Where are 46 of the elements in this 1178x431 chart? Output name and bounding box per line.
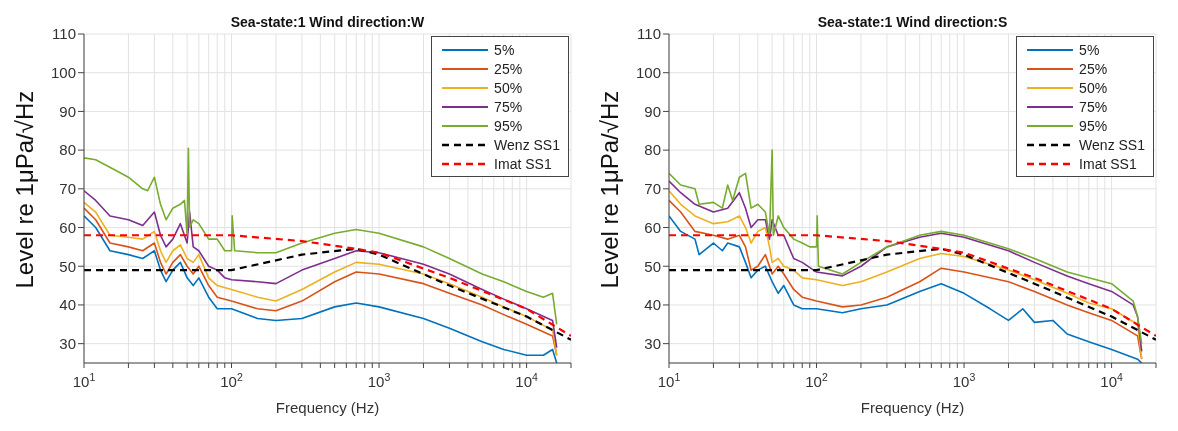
y-tick-label: 40	[59, 296, 76, 314]
x-axis-title: Frequency (Hz)	[275, 399, 380, 416]
legend-label: 5%	[494, 41, 515, 58]
legend-label: 50%	[1079, 79, 1108, 96]
legend-label: 75%	[1079, 98, 1108, 115]
legend-label: 5%	[1079, 41, 1100, 58]
legend-label: 75%	[494, 98, 523, 115]
x-tick-label: 10$^{3}$	[367, 371, 391, 390]
y-tick-label: 60	[59, 218, 76, 236]
chart-title: Sea-state:1 Wind direction:S	[816, 14, 1009, 30]
y-tick-label: 60	[644, 218, 661, 236]
y-tick-label: 100	[50, 64, 76, 82]
legend-label: Wenz SS1	[494, 136, 560, 153]
y-axis-title: Level re 1μPa/√Hz	[10, 90, 38, 289]
x-tick-label: 10$^{1}$	[72, 371, 96, 390]
x-tick-label: 10$^{2}$	[805, 371, 828, 390]
y-tick-label: 70	[644, 180, 661, 198]
y-tick-label: 80	[644, 141, 661, 159]
y-axis-title: Level re 1μPa/√Hz	[595, 90, 623, 289]
y-tick-label: 80	[59, 141, 76, 159]
x-tick-label: 10$^{2}$	[220, 371, 243, 390]
legend-label: 25%	[1079, 60, 1108, 77]
y-tick-label: 50	[644, 257, 661, 275]
y-tick-label: 50	[59, 257, 76, 275]
x-tick-label: 10$^{4}$	[515, 371, 539, 390]
y-tick-label: 100	[635, 64, 661, 82]
legend-label: 50%	[494, 79, 523, 96]
legend-label: Wenz SS1	[1079, 136, 1145, 153]
y-tick-label: 40	[644, 296, 661, 314]
legend-label: 25%	[494, 60, 523, 77]
legend-label: Imat SS1	[1079, 155, 1137, 172]
y-tick-label: 90	[644, 102, 661, 120]
legend-label: 95%	[494, 117, 523, 134]
y-tick-label: 90	[59, 102, 76, 120]
x-tick-label: 10$^{4}$	[1100, 371, 1124, 390]
y-tick-label: 110	[52, 25, 76, 43]
legend-label: Imat SS1	[494, 155, 552, 172]
x-tick-label: 10$^{1}$	[657, 371, 681, 390]
chart-title: Sea-state:1 Wind direction:W	[229, 14, 426, 30]
y-tick-label: 30	[59, 334, 76, 352]
legend-label: 95%	[1079, 117, 1108, 134]
y-tick-label: 110	[637, 25, 661, 43]
y-tick-label: 70	[59, 180, 76, 198]
y-tick-label: 30	[644, 334, 661, 352]
x-tick-label: 10$^{3}$	[952, 371, 976, 390]
x-axis-title: Frequency (Hz)	[860, 399, 965, 416]
